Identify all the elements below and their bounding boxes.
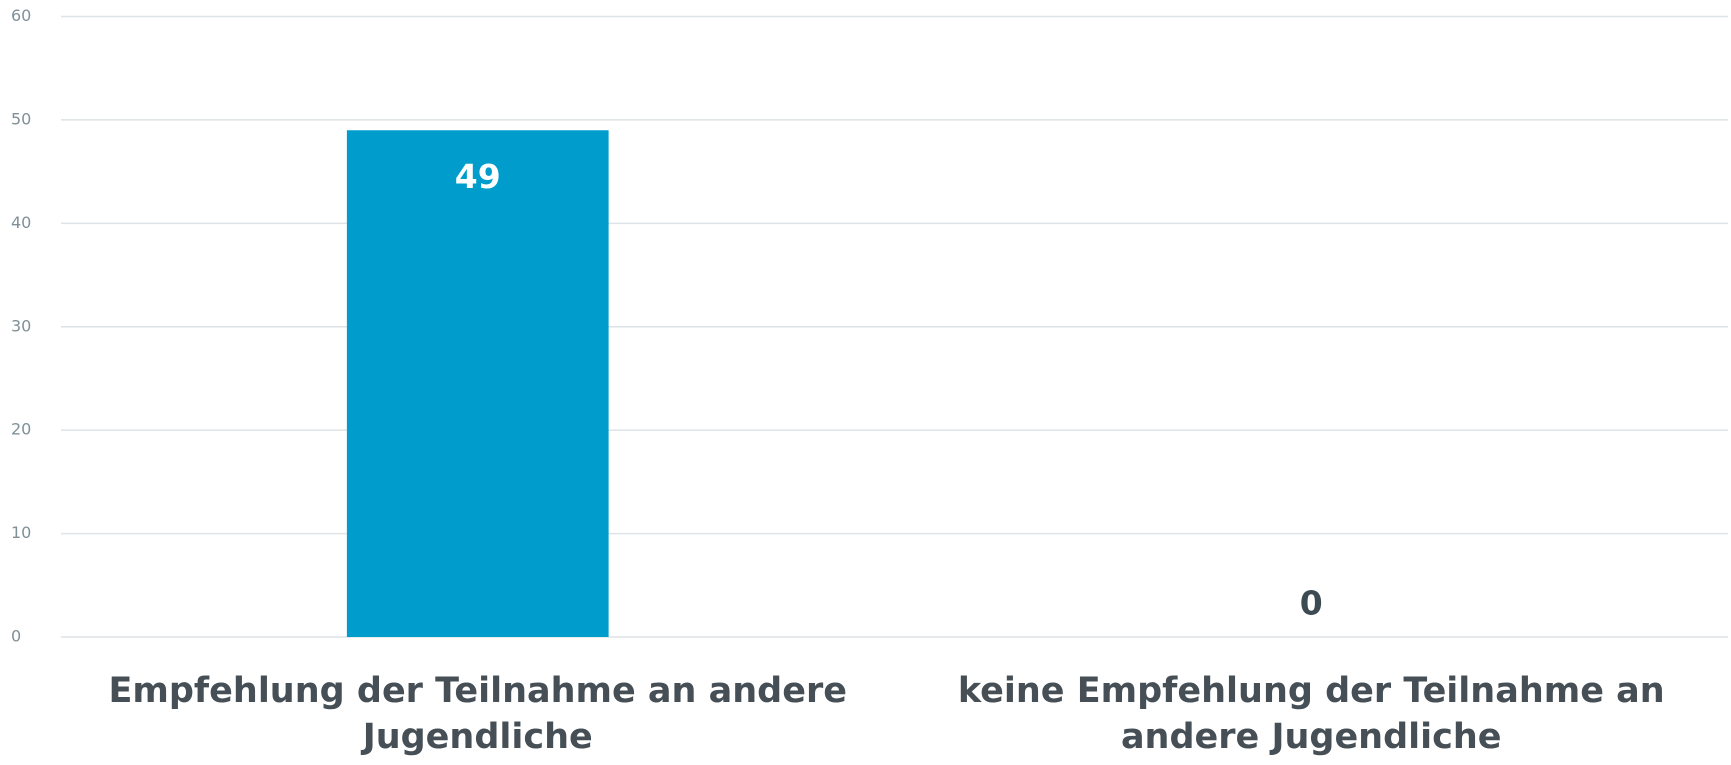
y-tick-label: 20: [11, 420, 31, 439]
data-label: 0: [1300, 584, 1323, 623]
y-tick-label: 60: [11, 6, 31, 25]
y-tick-label: 10: [11, 523, 31, 542]
y-tick-label: 40: [11, 213, 31, 232]
y-tick-label: 0: [11, 627, 21, 646]
data-label: 49: [455, 157, 501, 196]
y-tick-label: 50: [11, 109, 31, 128]
bar: [346, 130, 609, 637]
y-tick-label: 30: [11, 316, 31, 335]
x-tick-label: Empfehlung der Teilnahme an andere Jugen…: [108, 671, 847, 757]
x-tick-label: keine Empfehlung der Teilnahme an andere…: [957, 671, 1665, 757]
